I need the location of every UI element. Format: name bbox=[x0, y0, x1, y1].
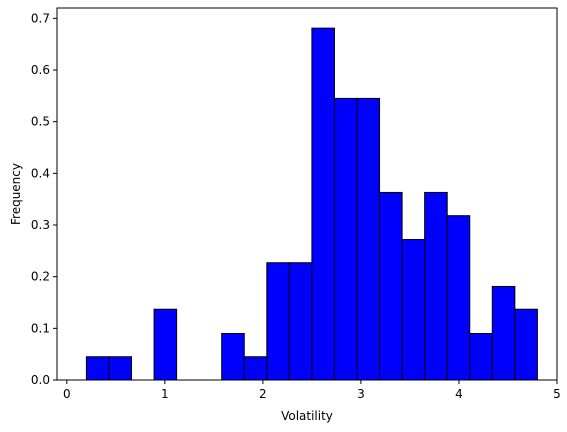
y-tick-label: 0.3 bbox=[31, 218, 50, 232]
histogram-bar bbox=[266, 262, 290, 381]
y-tick-label: 0.0 bbox=[31, 373, 50, 387]
x-tick-label: 3 bbox=[357, 387, 365, 401]
x-axis-label: Volatility bbox=[281, 409, 333, 423]
plot-frame bbox=[56, 7, 558, 381]
histogram-bar bbox=[153, 308, 178, 381]
histogram-bar bbox=[221, 333, 245, 381]
histogram-bar bbox=[401, 238, 426, 381]
histogram-bar bbox=[333, 97, 358, 381]
y-axis-ticks: 0.0 0.1 0.2 0.3 0.4 0.5 0.6 0.7 bbox=[31, 11, 57, 387]
y-tick-label: 0.7 bbox=[31, 11, 50, 25]
y-tick-label: 0.2 bbox=[31, 270, 50, 284]
y-axis-label: Frequency bbox=[9, 163, 23, 225]
x-tick-label: 2 bbox=[259, 387, 267, 401]
histogram-bar bbox=[491, 285, 516, 381]
x-axis-ticks: 0 1 2 3 4 5 bbox=[63, 380, 561, 401]
histogram-bar bbox=[85, 356, 110, 381]
histogram-bar bbox=[356, 97, 381, 381]
histogram-bar bbox=[446, 215, 471, 381]
y-tick-label: 0.6 bbox=[31, 63, 50, 77]
histogram-bar bbox=[108, 356, 133, 381]
histogram-bar bbox=[243, 356, 268, 381]
histogram-bar bbox=[288, 262, 313, 381]
histogram-bar bbox=[379, 191, 403, 381]
histogram-bar bbox=[514, 308, 538, 381]
y-tick-label: 0.4 bbox=[31, 166, 50, 180]
y-tick-label: 0.1 bbox=[31, 321, 50, 335]
x-tick-label: 1 bbox=[161, 387, 169, 401]
histogram-bar bbox=[311, 27, 335, 381]
y-tick-label: 0.5 bbox=[31, 115, 50, 129]
histogram-bar bbox=[469, 333, 493, 381]
x-tick-label: 5 bbox=[553, 387, 561, 401]
x-tick-label: 0 bbox=[63, 387, 71, 401]
x-tick-label: 4 bbox=[455, 387, 463, 401]
histogram-bar bbox=[424, 191, 448, 381]
bars-group bbox=[85, 27, 538, 381]
